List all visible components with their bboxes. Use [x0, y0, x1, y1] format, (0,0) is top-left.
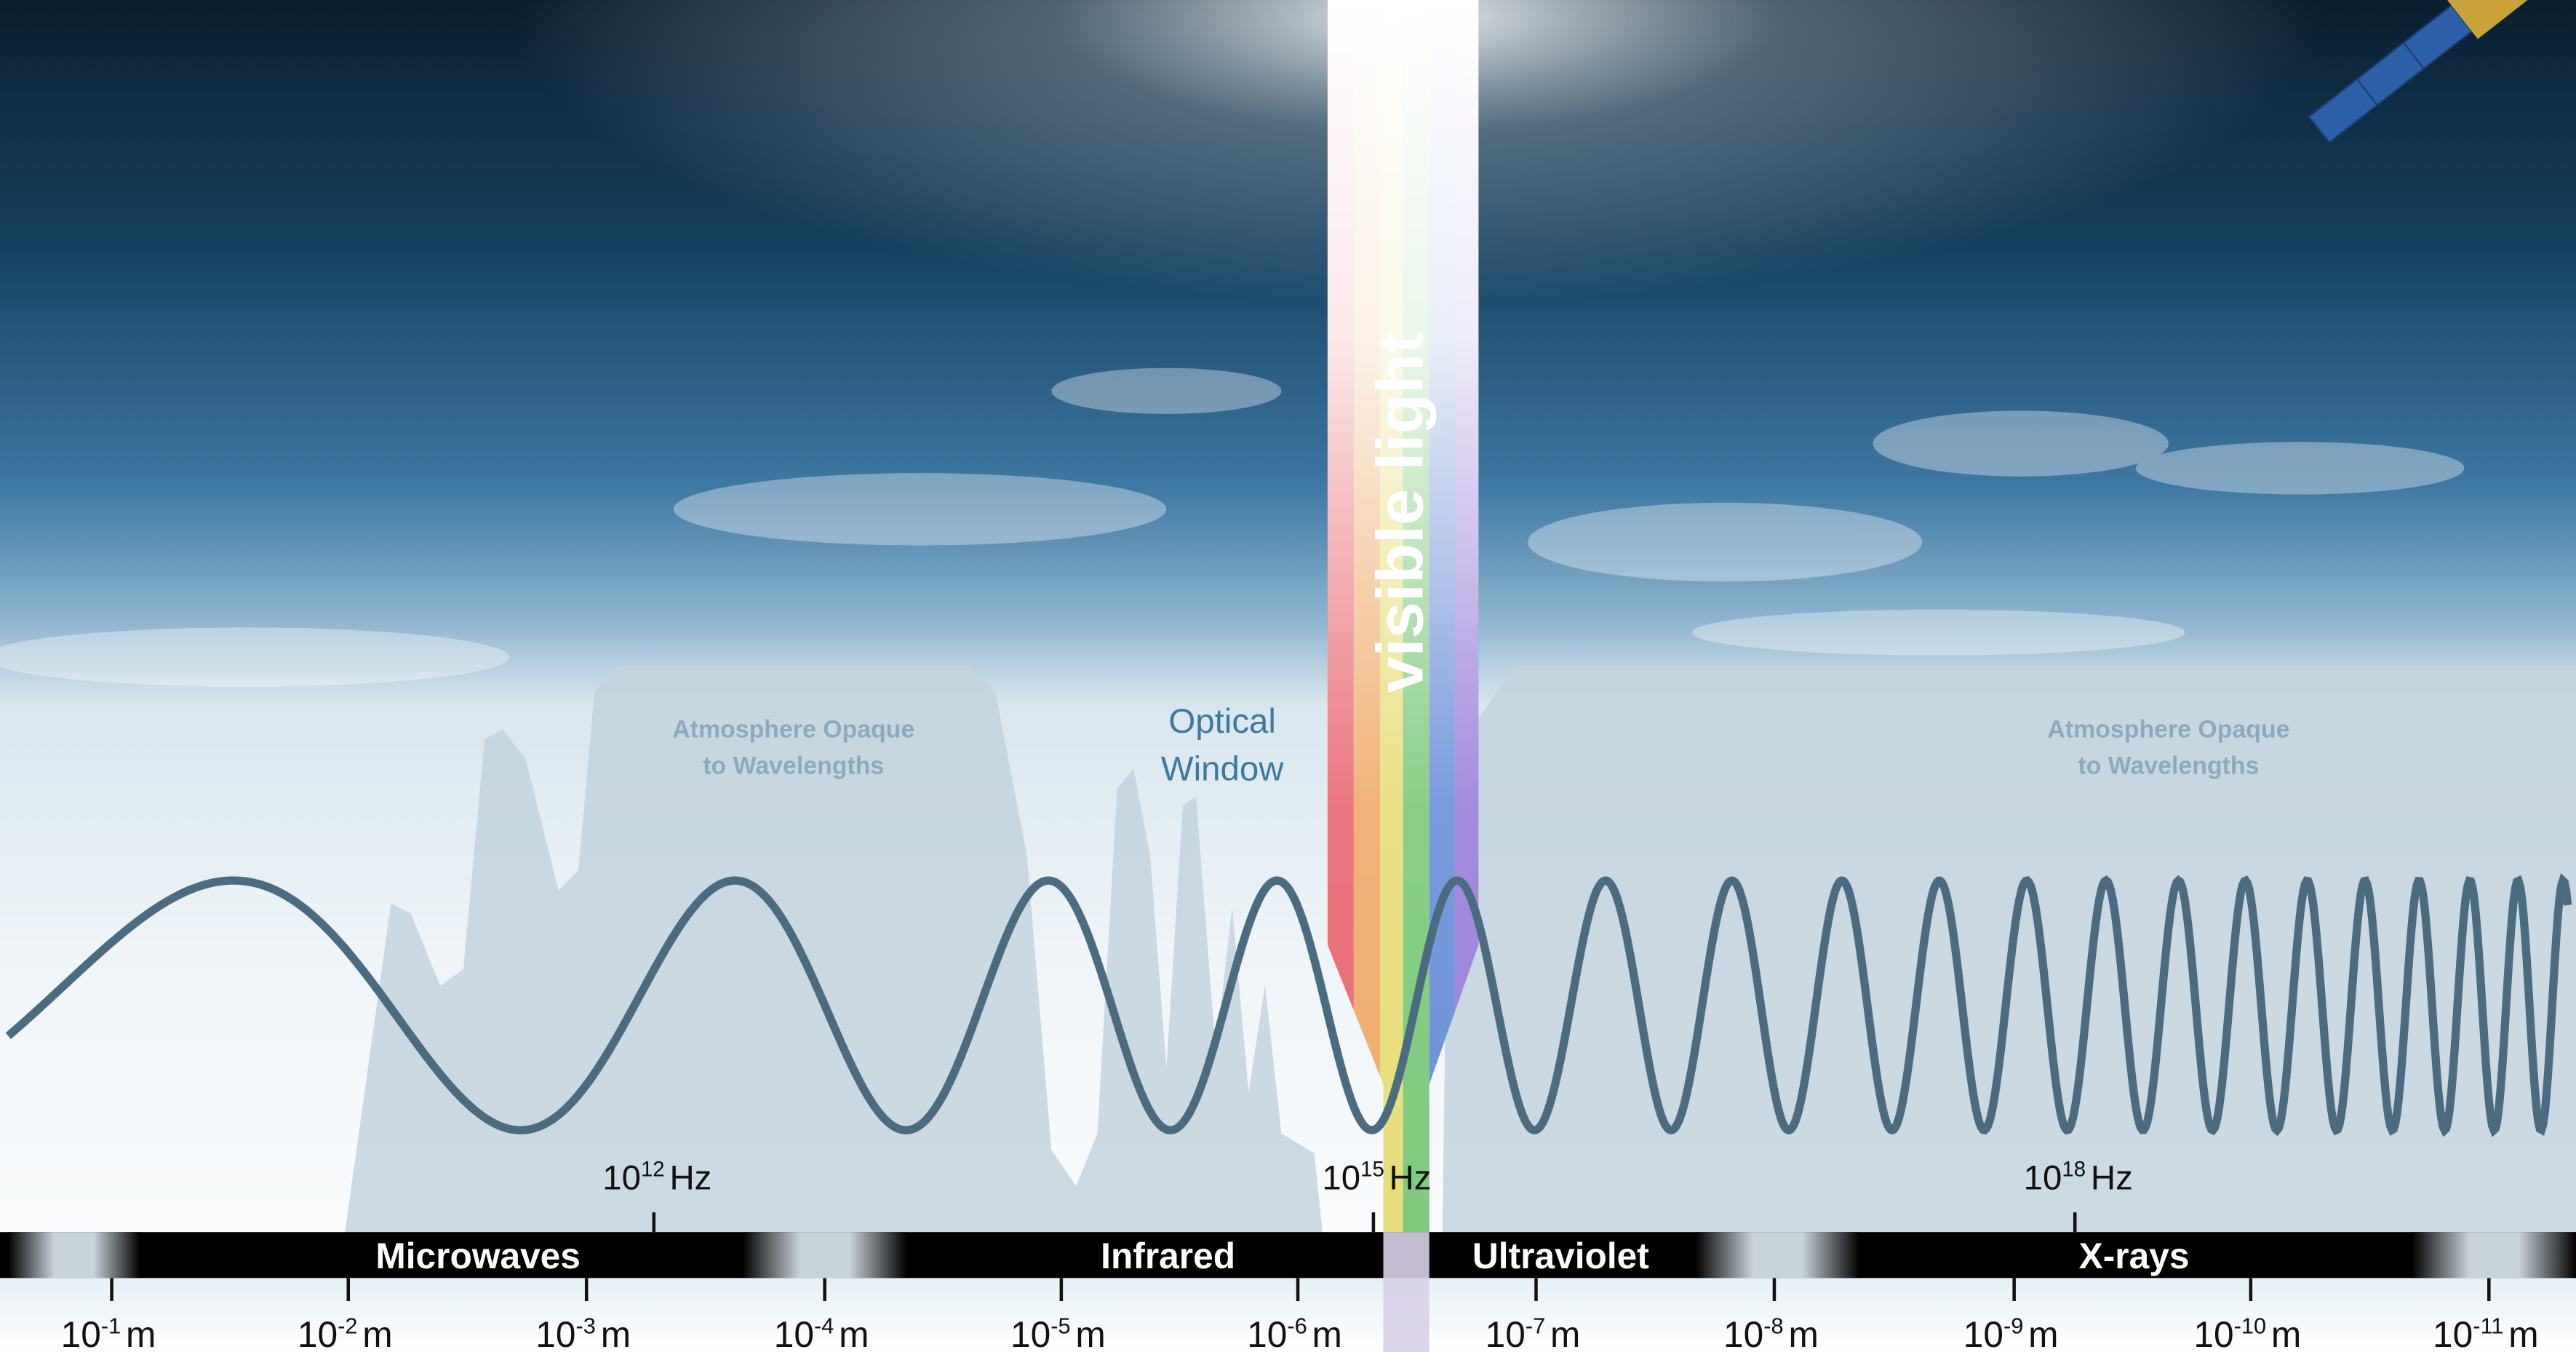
unit: m — [1075, 1314, 1105, 1352]
band-label: X-rays — [2079, 1236, 2190, 1276]
exponent: 18 — [2062, 1157, 2086, 1181]
exponent: -2 — [338, 1313, 357, 1338]
base: 10 — [602, 1159, 641, 1198]
unit: Hz — [2091, 1159, 2133, 1198]
unit: m — [126, 1314, 156, 1352]
band-label: Ultraviolet — [1472, 1236, 1649, 1276]
unit: m — [2271, 1314, 2301, 1352]
exponent: -6 — [1287, 1313, 1307, 1338]
exponent: -3 — [576, 1313, 596, 1338]
base: 10 — [535, 1314, 575, 1352]
exponent: -7 — [1526, 1313, 1545, 1338]
base: 10 — [1963, 1314, 2003, 1352]
unit: m — [1550, 1314, 1580, 1352]
base: 10 — [1486, 1314, 1526, 1352]
exponent: -4 — [814, 1313, 834, 1338]
unit: m — [2028, 1314, 2058, 1352]
band-label: Microwaves — [375, 1236, 581, 1276]
unit: m — [601, 1314, 631, 1352]
unit: m — [839, 1314, 869, 1352]
page: Atmosphere Opaqueto Wavelengths Atmosphe… — [0, 0, 2576, 1352]
beam-base — [1383, 1232, 1429, 1352]
exponent: -11 — [2473, 1313, 2503, 1338]
exponent: -9 — [2003, 1313, 2023, 1338]
base: 10 — [1322, 1159, 1360, 1198]
base: 10 — [61, 1314, 101, 1352]
exponent: -10 — [2234, 1313, 2267, 1338]
base: 10 — [774, 1314, 814, 1352]
unit: m — [2508, 1314, 2538, 1352]
base: 10 — [2433, 1314, 2473, 1352]
exponent: 15 — [1360, 1157, 1384, 1181]
unit: Hz — [1389, 1159, 1432, 1198]
unit: m — [1788, 1314, 1818, 1352]
base: 10 — [1723, 1314, 1763, 1352]
base: 10 — [298, 1314, 338, 1352]
exponent: 12 — [641, 1157, 665, 1181]
visible-light-label: visible light — [1364, 332, 1437, 693]
base: 10 — [2024, 1159, 2062, 1198]
exponent: -8 — [1763, 1313, 1783, 1338]
base: 10 — [1010, 1314, 1050, 1352]
spectrum-diagram: Atmosphere Opaqueto Wavelengths Atmosphe… — [0, 0, 2576, 1352]
band-label: Infrared — [1101, 1236, 1235, 1276]
base: 10 — [1247, 1314, 1287, 1352]
unit: m — [1312, 1314, 1342, 1352]
exponent: -5 — [1050, 1313, 1070, 1338]
exponent: -1 — [101, 1313, 121, 1338]
base: 10 — [2193, 1314, 2233, 1352]
unit: m — [362, 1314, 392, 1352]
unit: Hz — [669, 1159, 711, 1198]
